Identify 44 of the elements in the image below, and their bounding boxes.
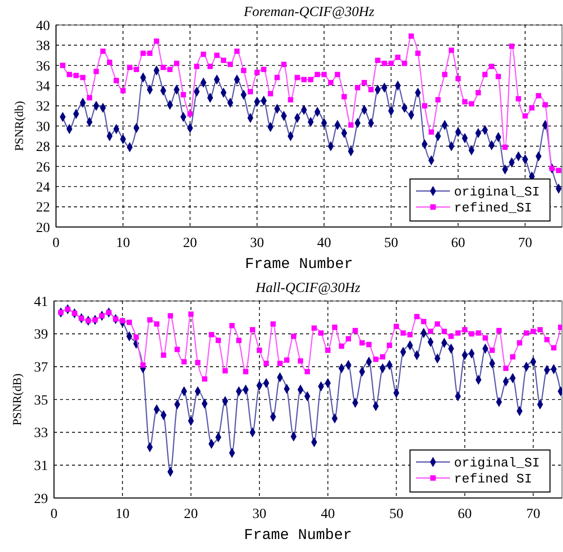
y-tick-label: 29 — [34, 492, 48, 507]
y-tick-label: 22 — [36, 200, 50, 216]
y-tick-label: 34 — [36, 80, 50, 94]
x-axis-title: Frame Number — [244, 256, 354, 273]
y-tick-label: 26 — [36, 160, 50, 176]
x-tick-label: 50 — [389, 507, 404, 522]
y-tick-label: 33 — [34, 426, 48, 442]
x-axis-title: Frame Number — [244, 527, 352, 544]
x-tick-label: 40 — [320, 507, 335, 522]
x-tick-label: 40 — [317, 236, 332, 251]
y-tick-label: 36 — [36, 59, 50, 74]
y-tick-label: 41 — [34, 294, 48, 310]
y-tick-label: 37 — [34, 360, 48, 376]
x-tick-label: 60 — [458, 507, 472, 522]
x-tick-label: 0 — [50, 507, 58, 522]
y-tick-label: 24 — [36, 180, 50, 196]
legend-label: refined_SI — [454, 200, 532, 216]
y-tick-label: 38 — [36, 39, 50, 54]
legend-label: original_SI — [454, 456, 540, 471]
x-tick-label: 50 — [384, 236, 398, 251]
chart-title: Foreman-QCIF@30Hz — [242, 5, 375, 20]
legend-label: original_SI — [454, 184, 540, 200]
chart-title: Hall-QCIF@30Hz — [254, 281, 361, 296]
y-tick-label: 32 — [36, 100, 50, 115]
x-tick-label: 20 — [183, 236, 198, 251]
legend-label: refined SI — [454, 472, 532, 487]
y-axis-title: PSNR(db) — [12, 100, 26, 152]
x-tick-label: 30 — [252, 507, 266, 522]
x-tick-label: 30 — [250, 236, 264, 251]
y-tick-label: 35 — [34, 393, 48, 408]
x-tick-label: 60 — [451, 236, 466, 251]
y-tick-label: 28 — [36, 140, 50, 156]
y-tick-label: 39 — [34, 328, 48, 343]
x-tick-label: 10 — [115, 507, 130, 522]
y-tick-label: 40 — [36, 18, 50, 34]
y-tick-label: 31 — [34, 459, 48, 474]
y-tick-label: 30 — [36, 120, 50, 135]
x-tick-label: 0 — [52, 236, 60, 251]
x-tick-label: 70 — [526, 507, 540, 522]
y-axis-title: PSNR(dB) — [10, 373, 24, 426]
x-tick-label: 70 — [518, 236, 532, 251]
y-tick-label: 20 — [36, 220, 50, 236]
x-tick-label: 10 — [116, 236, 130, 251]
x-tick-label: 20 — [184, 507, 198, 522]
